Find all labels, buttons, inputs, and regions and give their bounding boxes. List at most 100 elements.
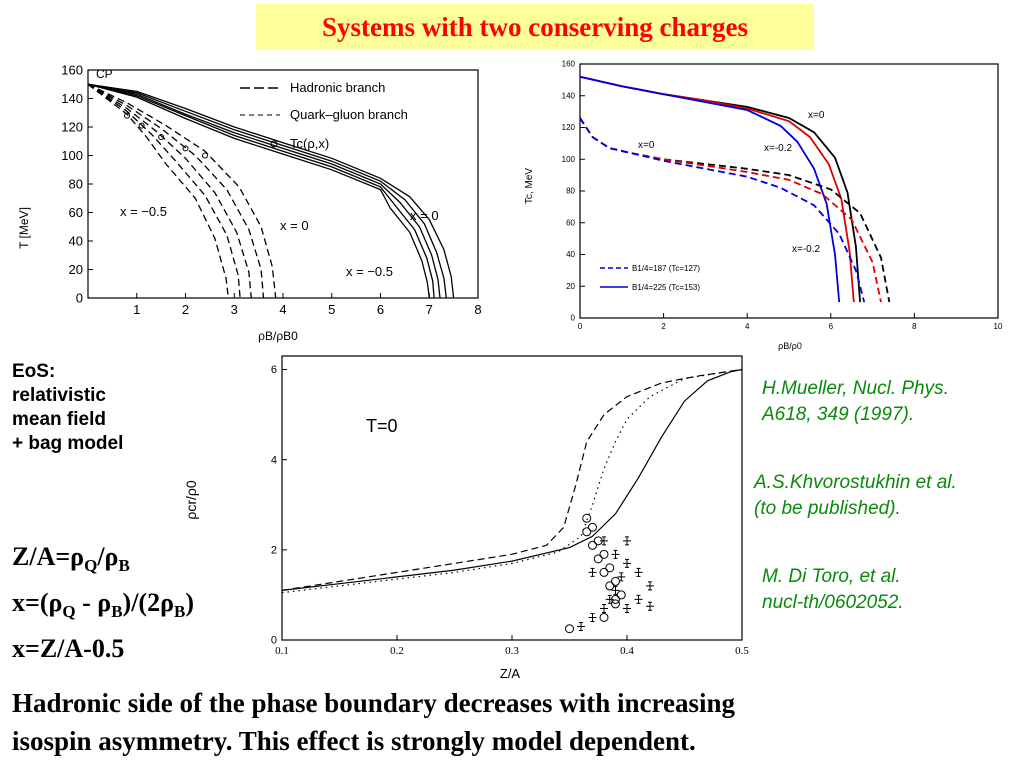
- data-circle: [582, 513, 592, 523]
- data-errorbar: [617, 572, 626, 582]
- formula-line-3: x=Z/A-0.5: [12, 634, 125, 664]
- series-line-2: [579, 75, 841, 303]
- formula-block: Z/A=ρQ/ρB x=(ρQ - ρB)/(2ρB) x=Z/A-0.5: [12, 538, 194, 667]
- left-xlabel: ρB/ρB0: [258, 329, 298, 343]
- data-errorbar: [646, 581, 654, 591]
- y-tick-label: 120: [61, 119, 83, 134]
- x-tick-label: 0.5: [735, 645, 749, 657]
- right-annot-xm02-top: x=-0.2: [764, 143, 793, 154]
- series-line-5: [579, 117, 866, 303]
- series-line-1: [281, 368, 743, 591]
- x-tick-label: 7: [426, 302, 433, 317]
- x-tick-label: 10: [994, 322, 1003, 331]
- y-tick-label: 100: [61, 148, 83, 163]
- eos-line: relativistic: [12, 385, 106, 406]
- x-tick-label: 8: [474, 302, 481, 317]
- data-errorbar: [611, 585, 620, 595]
- data-circle: [599, 567, 609, 577]
- y-tick-label: 6: [271, 364, 277, 376]
- y-tick-label: 120: [562, 123, 576, 132]
- series-line-4: [87, 83, 430, 299]
- x-tick-label: 0.3: [505, 645, 519, 657]
- data-circle: [565, 624, 574, 634]
- series-line-4: [579, 117, 882, 303]
- series-line-8: [87, 83, 241, 299]
- plot-frame: [87, 69, 479, 299]
- data-errorbar: [588, 612, 597, 622]
- y-tick-label: 60: [69, 205, 83, 220]
- x-tick-label: 6: [377, 302, 384, 317]
- left-annot-xm05-right: x = −0.5: [346, 264, 393, 279]
- data-errorbar: [623, 536, 631, 546]
- series-line-0: [87, 83, 455, 299]
- x-tick-label: 2: [661, 322, 666, 331]
- right-annot-x0-top: x=0: [808, 110, 825, 121]
- data-errorbar: [600, 603, 608, 613]
- eos-line: mean field: [12, 409, 106, 430]
- y-tick-label: 160: [61, 62, 83, 77]
- slide-title: Systems with two conserving charges: [256, 4, 814, 50]
- y-tick-label: 20: [566, 282, 575, 291]
- y-tick-label: 0: [76, 290, 83, 305]
- series-line-3: [87, 83, 435, 299]
- y-tick-label: 80: [566, 187, 575, 196]
- y-tick-label: 40: [69, 233, 83, 248]
- data-circle: [611, 599, 620, 609]
- series-line-6: [87, 83, 265, 299]
- left-legend-hadronic: Hadronic branch: [290, 80, 385, 95]
- reference-mueller: H.Mueller, Nucl. Phys. A618, 349 (1997).: [762, 378, 949, 425]
- y-tick-label: 0: [271, 635, 277, 647]
- formula-line-1: Z/A=ρQ/ρB: [12, 542, 130, 576]
- data-circle: [588, 540, 597, 550]
- right-ylabel: Tc, MeV: [524, 168, 535, 204]
- tc-point: [182, 145, 189, 152]
- data-circle: [582, 527, 592, 537]
- data-circle: [593, 554, 603, 564]
- x-tick-label: 6: [829, 322, 834, 331]
- x-tick-label: 0: [578, 322, 583, 331]
- right-annot-x0-low: x=0: [638, 140, 655, 151]
- data-errorbar: [611, 549, 620, 559]
- plot-frame: [579, 63, 999, 319]
- bottom-annot-t0: T=0: [366, 416, 398, 436]
- right-legend-1: B1/4=187 (Tc=127): [632, 264, 700, 273]
- x-tick-label: 8: [912, 322, 917, 331]
- data-circle: [599, 549, 609, 559]
- series-line-7: [87, 83, 252, 299]
- eos-line: + bag model: [12, 433, 124, 454]
- y-tick-label: 40: [566, 250, 575, 259]
- eos-line: EoS:: [12, 361, 56, 382]
- left-legend-quark: Quark–gluon branch: [290, 107, 408, 122]
- tc-point: [138, 122, 145, 129]
- bottom-critical-density-plot: 0.1 0.2 0.3 0.4 0.5 0 2 4 6 ρcr/ρ0 Z/A T=0: [183, 355, 749, 681]
- plot-frame: [281, 355, 743, 641]
- data-circle: [611, 576, 620, 586]
- series-line-2: [281, 368, 743, 594]
- x-tick-label: 2: [182, 302, 189, 317]
- series-line-9: [87, 83, 230, 299]
- data-circle: [616, 590, 626, 600]
- right-legend-2: B1/4=225 (Tc=153): [632, 283, 700, 292]
- left-annot-x0-mid: x = 0: [280, 218, 309, 233]
- data-circle: [605, 563, 615, 573]
- reference-khvorostukhin: A.S.Khvorostukhin et al. (to be published…: [754, 472, 957, 519]
- x-tick-label: 1: [133, 302, 140, 317]
- data-circle: [599, 612, 609, 622]
- left-annot-xm05-left: x = −0.5: [120, 204, 167, 219]
- data-circle: [605, 581, 615, 591]
- x-tick-label: 5: [328, 302, 335, 317]
- tc-point: [124, 112, 130, 119]
- bottom-ylabel: ρcr/ρ0: [183, 480, 199, 519]
- right-annot-xm02-low: x=-0.2: [792, 244, 821, 255]
- data-circle: [588, 522, 597, 532]
- y-tick-label: 4: [271, 454, 277, 466]
- x-tick-label: 0.2: [390, 645, 404, 657]
- data-errorbar: [588, 567, 597, 577]
- y-tick-label: 20: [69, 262, 83, 277]
- y-tick-label: 100: [562, 155, 576, 164]
- data-errorbar: [623, 603, 631, 613]
- tc-point: [202, 152, 208, 159]
- left-ylabel: T [MeV]: [17, 207, 31, 249]
- y-tick-label: 0: [571, 314, 576, 323]
